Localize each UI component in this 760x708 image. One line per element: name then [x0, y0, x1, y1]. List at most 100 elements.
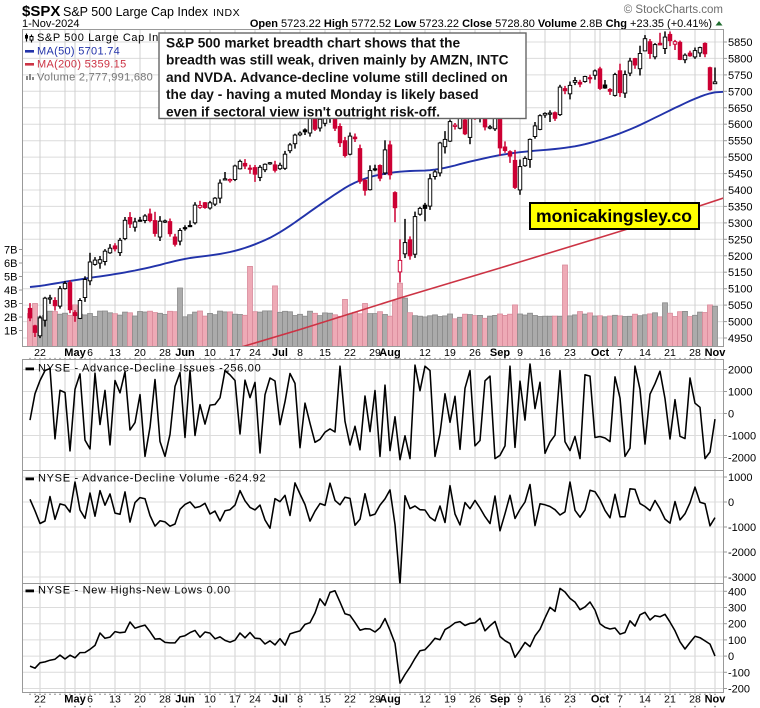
svg-text:5200: 5200 [728, 251, 752, 263]
svg-text:May: May [64, 347, 86, 359]
svg-text:10: 10 [204, 347, 216, 359]
svg-text:5300: 5300 [728, 218, 752, 230]
svg-text:3B: 3B [4, 299, 17, 311]
svg-text:2B: 2B [4, 312, 17, 324]
svg-text:the day - having a muted Monda: the day - having a muted Monday is likel… [166, 87, 479, 102]
svg-text:5450: 5450 [728, 169, 752, 181]
svg-text:5350: 5350 [728, 201, 752, 213]
svg-text:5050: 5050 [728, 300, 752, 312]
svg-text:16: 16 [539, 694, 551, 706]
svg-text:5000: 5000 [728, 317, 752, 329]
svg-text:24: 24 [249, 694, 261, 706]
svg-text:5800: 5800 [728, 53, 752, 65]
svg-text:29: 29 [369, 347, 381, 359]
svg-text:NYSE - New Highs-New Lows 0.00: NYSE - New Highs-New Lows 0.00 [38, 585, 231, 597]
svg-text:NYSE - Advance-Decline Volume: NYSE - Advance-Decline Volume -624.92 [38, 473, 266, 485]
svg-text:1-Nov-2024: 1-Nov-2024 [22, 18, 79, 30]
svg-text:Aug: Aug [379, 694, 400, 706]
svg-text:-3000: -3000 [728, 572, 756, 584]
svg-text:INDX: INDX [213, 7, 240, 19]
svg-text:100: 100 [728, 635, 746, 647]
svg-text:Jul: Jul [272, 347, 288, 359]
svg-text:8: 8 [297, 347, 303, 359]
svg-text:17: 17 [229, 347, 241, 359]
svg-text:even if sectoral view isn't ou: even if sectoral view isn't outright ris… [166, 104, 440, 119]
svg-text:$SPX: $SPX [22, 3, 60, 20]
svg-text:S&P 500 Large Cap Index: S&P 500 Large Cap Index [37, 32, 178, 44]
svg-text:5250: 5250 [728, 234, 752, 246]
svg-text:2000: 2000 [728, 365, 752, 377]
svg-text:5650: 5650 [728, 103, 752, 115]
svg-text:7: 7 [617, 694, 623, 706]
svg-text:5850: 5850 [728, 37, 752, 49]
svg-text:20: 20 [134, 347, 146, 359]
svg-text:monicakingsley.co: monicakingsley.co [536, 206, 692, 226]
svg-text:5500: 5500 [728, 152, 752, 164]
svg-text:-1000: -1000 [728, 522, 756, 534]
svg-text:21: 21 [664, 694, 676, 706]
svg-text:22: 22 [34, 347, 46, 359]
svg-text:Jun: Jun [175, 347, 195, 359]
svg-text:1000: 1000 [728, 387, 752, 399]
svg-text:5100: 5100 [728, 284, 752, 296]
svg-text:MA(50) 5701.74: MA(50) 5701.74 [37, 46, 120, 58]
svg-text:200: 200 [728, 619, 746, 631]
svg-text:22: 22 [344, 347, 356, 359]
svg-text:28: 28 [689, 347, 701, 359]
svg-text:5550: 5550 [728, 136, 752, 148]
svg-text:14: 14 [639, 694, 651, 706]
svg-text:400: 400 [728, 586, 746, 598]
svg-text:6B: 6B [4, 258, 17, 270]
svg-text:12: 12 [419, 347, 431, 359]
svg-text:5B: 5B [4, 272, 17, 284]
svg-text:© StockCharts.com: © StockCharts.com [624, 4, 723, 16]
svg-text:6: 6 [87, 347, 93, 359]
svg-text:29: 29 [369, 694, 381, 706]
svg-text:13: 13 [109, 347, 121, 359]
svg-text:and NVDA. Advance-decline volu: and NVDA. Advance-decline volume still d… [166, 70, 508, 85]
svg-text:S&P 500 market breadth chart s: S&P 500 market breadth chart shows that … [166, 36, 461, 51]
svg-text:9: 9 [517, 347, 523, 359]
svg-text:-2000: -2000 [728, 453, 756, 465]
svg-text:22: 22 [34, 694, 46, 706]
svg-text:Aug: Aug [379, 347, 400, 359]
svg-text:19: 19 [444, 347, 456, 359]
svg-text:Oct: Oct [591, 347, 610, 359]
svg-text:Volume 2,777,991,680: Volume 2,777,991,680 [37, 72, 153, 84]
svg-text:Nov: Nov [705, 694, 727, 706]
svg-text:Open 5723.22 High 5772.52 Low: Open 5723.22 High 5772.52 Low 5723.22 Cl… [250, 18, 712, 30]
svg-text:6: 6 [87, 694, 93, 706]
svg-text:0: 0 [728, 409, 734, 421]
svg-text:8: 8 [297, 694, 303, 706]
svg-text:Sep: Sep [490, 347, 510, 359]
svg-text:1000: 1000 [728, 472, 752, 484]
svg-text:May: May [64, 694, 86, 706]
svg-text:-200: -200 [728, 684, 750, 696]
svg-text:16: 16 [539, 347, 551, 359]
svg-text:-100: -100 [728, 667, 750, 679]
svg-text:21: 21 [664, 347, 676, 359]
svg-text:-1000: -1000 [728, 431, 756, 443]
svg-text:28: 28 [159, 694, 171, 706]
svg-text:MA(200) 5359.15: MA(200) 5359.15 [37, 59, 127, 71]
svg-text:4950: 4950 [728, 333, 752, 345]
svg-text:5150: 5150 [728, 267, 752, 279]
svg-text:Sep: Sep [490, 694, 510, 706]
svg-text:300: 300 [728, 603, 746, 615]
svg-text:10: 10 [204, 694, 216, 706]
svg-text:23: 23 [564, 694, 576, 706]
svg-text:-2000: -2000 [728, 547, 756, 559]
svg-text:Jul: Jul [272, 694, 288, 706]
svg-text:breadth was still weak, driven: breadth was still weak, driven mainly by… [166, 53, 509, 68]
svg-text:14: 14 [639, 347, 651, 359]
svg-text:26: 26 [469, 694, 481, 706]
svg-text:5700: 5700 [728, 86, 752, 98]
svg-text:Oct: Oct [591, 694, 610, 706]
svg-text:Nov: Nov [705, 347, 727, 359]
svg-text:5750: 5750 [728, 70, 752, 82]
svg-text:20: 20 [134, 694, 146, 706]
svg-text:0: 0 [728, 497, 734, 509]
svg-text:7: 7 [617, 347, 623, 359]
svg-text:5600: 5600 [728, 119, 752, 131]
svg-text:4B: 4B [4, 285, 17, 297]
